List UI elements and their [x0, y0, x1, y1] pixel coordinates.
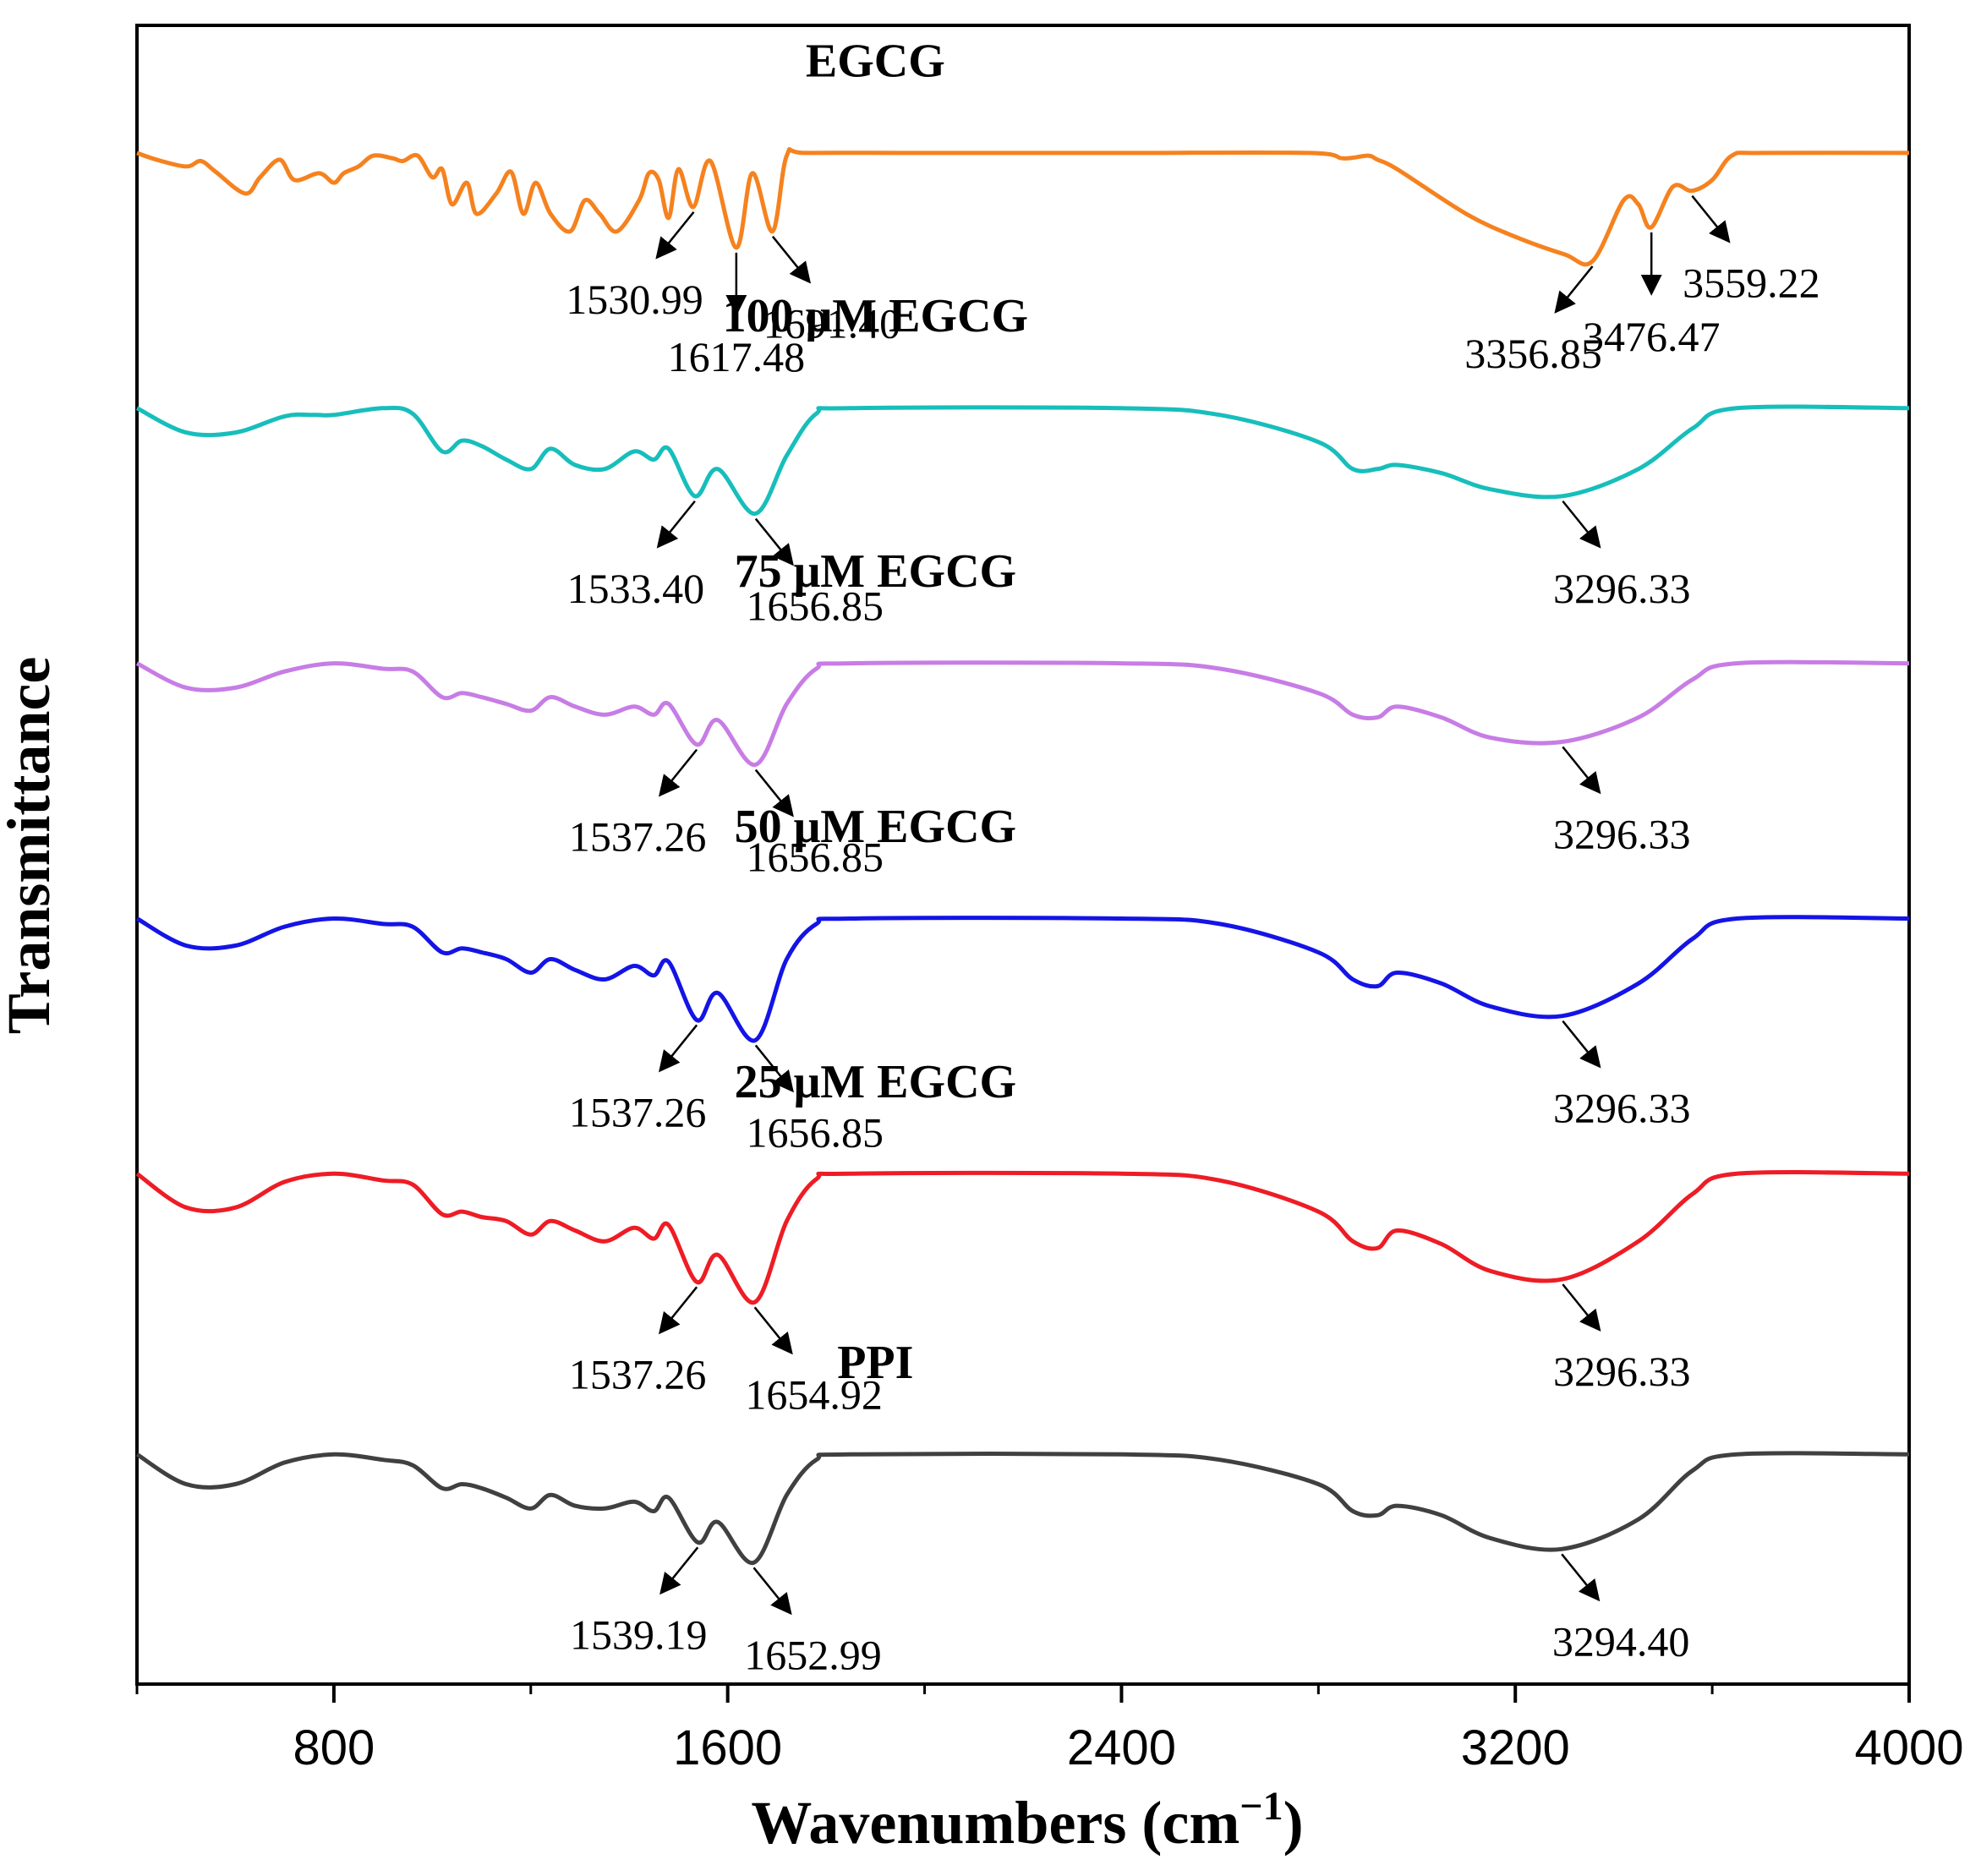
- peak-arrow: [1561, 1553, 1601, 1602]
- peak-arrow: [658, 748, 698, 797]
- x-tick-label: 3200: [1461, 1720, 1570, 1775]
- peak-arrow: [1562, 746, 1601, 795]
- series-label-6: PPI: [837, 1337, 913, 1389]
- peak-arrow: [754, 768, 794, 818]
- peak-label: 1656.85: [747, 1108, 884, 1156]
- peak-label: 3559.22: [1683, 260, 1820, 307]
- peak-label: 1691.40: [763, 300, 901, 347]
- series-group: [135, 146, 1910, 1565]
- peak-label: 1537.26: [569, 1088, 707, 1135]
- peak-arrow: [659, 1546, 699, 1595]
- peak-arrow: [752, 1567, 792, 1616]
- plot-frame: [135, 24, 1911, 1686]
- peak-label: 1652.99: [744, 1631, 882, 1678]
- peak-label: 3356.85: [1464, 330, 1602, 377]
- peak-label: 3294.40: [1552, 1617, 1690, 1665]
- x-tick-label: 1600: [673, 1720, 782, 1775]
- series-line-2: [135, 404, 1910, 517]
- peak-arrow: [1554, 265, 1594, 314]
- peak-arrow: [754, 517, 794, 566]
- peak-arrow: [658, 1286, 698, 1335]
- series-line-6: [135, 1451, 1910, 1565]
- x-tick-label: 2400: [1067, 1720, 1176, 1775]
- peak-label: 1537.26: [569, 813, 707, 861]
- x-axis-title: Wavenumbers (cm−1): [751, 1784, 1303, 1857]
- series-label-5: 25 μM EGCG: [735, 1056, 1017, 1108]
- y-axis-title: Transmittance: [0, 657, 63, 1035]
- x-tick-label: 800: [293, 1720, 375, 1775]
- peak-label: 1537.26: [569, 1350, 707, 1397]
- peak-label: 1617.48: [668, 333, 806, 380]
- peak-label: 3296.33: [1553, 565, 1691, 612]
- peak-arrow: [656, 500, 696, 549]
- peak-label: 1533.40: [567, 565, 705, 612]
- peak-label: 1654.92: [745, 1370, 883, 1418]
- series-line-1: [136, 146, 1910, 267]
- series-label-1: EGCG: [806, 35, 945, 87]
- peak-arrow: [1691, 194, 1731, 243]
- peak-label: 3296.33: [1553, 1085, 1691, 1132]
- series-line-5: [135, 1170, 1910, 1304]
- peak-label: 1656.85: [747, 582, 884, 630]
- peak-arrow: [1562, 1283, 1601, 1332]
- series-line-3: [135, 659, 1910, 768]
- peak-arrow: [754, 1044, 794, 1093]
- x-tick-label: 4000: [1854, 1720, 1963, 1775]
- series-line-4: [135, 915, 1910, 1043]
- peak-label: 3296.33: [1553, 810, 1691, 857]
- peak-arrow: [753, 1306, 793, 1355]
- series-label-2: 100 μM EGCG: [723, 290, 1029, 342]
- peak-label: 3476.47: [1583, 313, 1721, 360]
- peak-arrow: [771, 235, 812, 284]
- peak-label: 3296.33: [1553, 1348, 1691, 1395]
- peak-label: 1530.99: [566, 276, 703, 323]
- peak-arrow: [1562, 1020, 1601, 1069]
- peak-arrow: [655, 211, 695, 260]
- peak-arrow: [1562, 500, 1601, 549]
- x-axis-ticks: 800 1600 2400 3200 4000: [135, 1684, 1964, 1775]
- peak-label: 1539.19: [570, 1611, 708, 1658]
- peak-label: 1656.85: [747, 834, 884, 881]
- peak-arrow: [658, 1024, 698, 1073]
